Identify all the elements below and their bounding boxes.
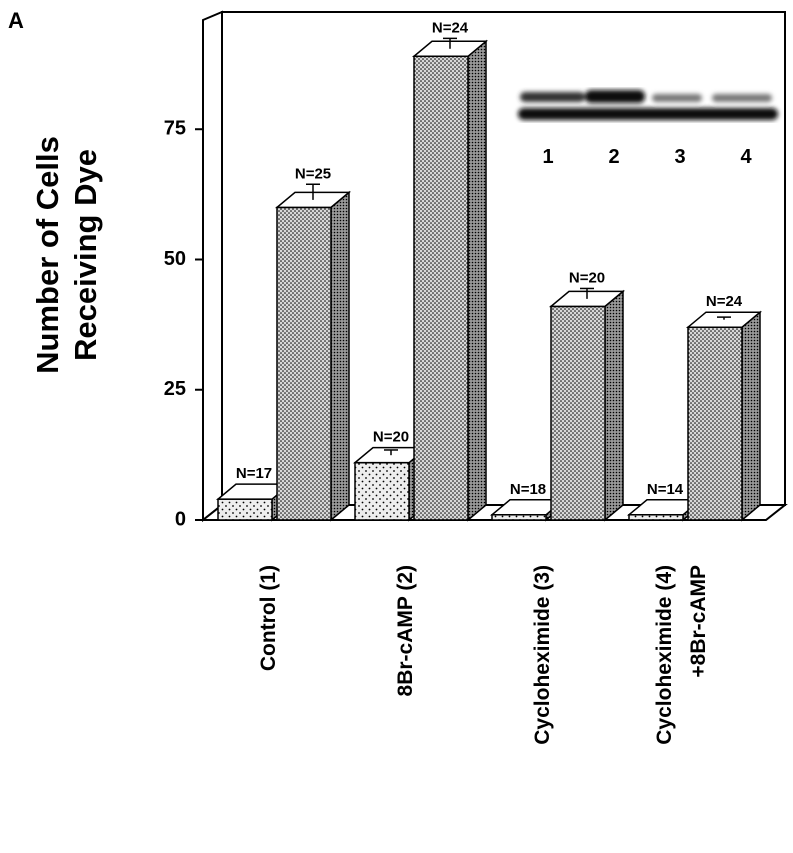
x-tick-label: Control (1) [257,565,280,671]
bar-side [330,190,350,522]
bar-side [467,39,487,522]
panel-label: A [8,8,24,33]
lane-label: 4 [740,146,752,168]
bar [354,461,410,521]
bar [413,55,469,521]
x-tick-label: Cycloheximide (4) +8Br-cAMP [653,565,710,745]
bar [491,514,547,521]
x-tick-label: 8Br-cAMP (2) [394,565,417,696]
y-tick-label: 0 [175,508,186,530]
bar-group: N=20 [548,269,626,522]
bar [276,206,332,521]
lane-label: 2 [608,146,619,168]
value-label: N=20 [569,269,605,286]
value-label: N=25 [295,165,331,182]
bar-group: N=25 [274,165,352,522]
y-axis-label: Receiving Dye [68,149,103,361]
y-tick-label: 25 [164,378,186,400]
bar [628,514,684,521]
y-tick-label: 75 [164,118,186,140]
gel-inset [518,90,778,120]
value-label: N=18 [510,481,546,498]
value-label: N=17 [236,465,272,482]
y-tick-label: 50 [164,248,186,270]
bar-side [604,289,624,522]
x-tick-label: Cycloheximide (3) [531,565,554,745]
value-label: N=24 [432,19,469,36]
bar-side [741,310,761,522]
value-label: N=24 [706,293,743,310]
y-axis-label: Number of Cells [30,136,65,374]
bar [687,326,743,521]
bar-group: N=14 [626,481,704,522]
bar [217,498,273,521]
value-label: N=14 [647,481,684,498]
bar-group: N=18 [489,481,567,522]
lane-label: 3 [674,146,685,168]
lane-label: 1 [542,146,553,168]
bar [550,305,606,521]
bar-group: N=24 [685,293,763,522]
value-label: N=20 [373,429,409,446]
side-wall [202,10,223,523]
bar-group: N=24 [411,19,489,522]
